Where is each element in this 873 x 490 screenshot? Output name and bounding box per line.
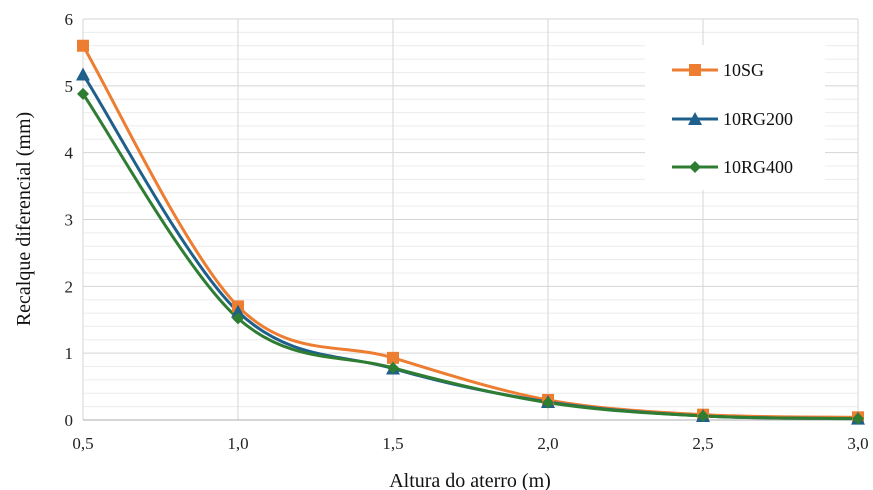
legend-marker [689, 64, 701, 76]
series-markers [76, 39, 865, 425]
y-tick-label: 2 [65, 277, 74, 296]
data-point-10RG200 [76, 67, 90, 81]
y-tick-label: 4 [65, 144, 74, 163]
legend-label: 10SG [723, 60, 764, 80]
y-tick-label: 6 [65, 10, 74, 29]
x-axis-title: Altura do aterro (m) [389, 470, 551, 490]
y-tick-label: 3 [65, 211, 74, 230]
data-point-10SG [77, 39, 89, 52]
series-lines [81, 44, 860, 421]
legend-label: 10RG200 [723, 109, 793, 129]
x-tick-label: 1,5 [382, 434, 403, 453]
y-axis-tick-labels: 0 1 2 3 4 5 6 [65, 10, 74, 430]
legend: 10SG 10RG200 10RG400 [645, 45, 825, 190]
x-tick-label: 3,0 [847, 434, 868, 453]
data-point-10RG400 [852, 412, 864, 425]
legend-marker [689, 161, 701, 173]
legend-label: 10RG400 [723, 157, 793, 177]
series-line-10RG400 [81, 92, 860, 421]
x-axis-tick-labels: 0,5 1,0 1,5 2,0 2,5 3,0 [72, 434, 868, 453]
x-tick-label: 2,5 [692, 434, 713, 453]
data-point-10RG200 [231, 304, 245, 318]
data-point-10RG400 [232, 312, 244, 325]
x-tick-label: 1,0 [227, 434, 248, 453]
data-point-10RG400 [387, 361, 399, 374]
data-point-10RG400 [542, 396, 554, 409]
x-tick-label: 2,0 [537, 434, 558, 453]
data-point-10SG [387, 351, 399, 364]
y-tick-label: 1 [65, 344, 74, 363]
major-gridlines [82, 18, 859, 421]
y-axis-title: Recalque diferencial (mm) [13, 112, 35, 326]
legend-marker [688, 112, 702, 125]
y-tick-label: 0 [65, 411, 74, 430]
x-tick-label: 0,5 [72, 434, 93, 453]
data-point-10RG400 [77, 87, 89, 100]
data-point-10RG400 [697, 409, 709, 422]
y-tick-label: 5 [65, 77, 74, 96]
